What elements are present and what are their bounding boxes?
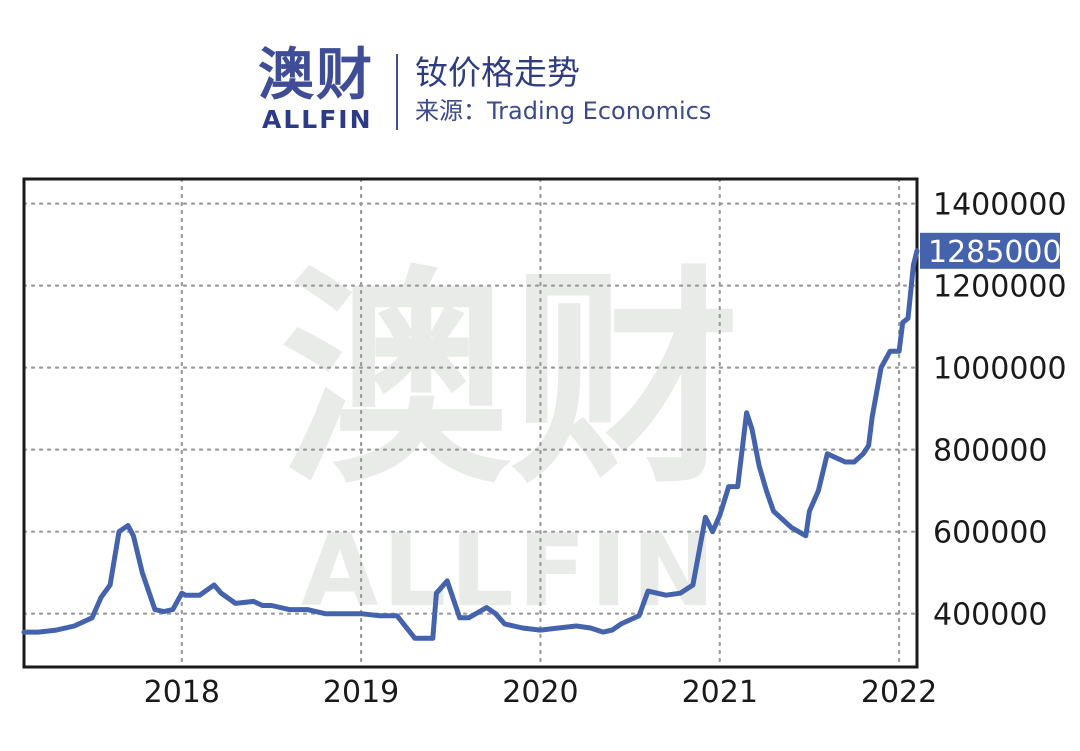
last-value-badge: 1285000 <box>920 232 1062 270</box>
last-value-label: 1285000 <box>928 235 1062 270</box>
y-axis-ticks: 400000 600000 800000 1000000 1200000 1400000 <box>933 188 1067 633</box>
y-tick-label: 800000 <box>933 434 1048 469</box>
y-tick-label: 1000000 <box>933 352 1067 387</box>
x-tick-label: 2022 <box>861 675 937 710</box>
watermark: 澳财 ALLFIN <box>280 248 740 629</box>
last-value-badge-bg <box>920 232 1060 269</box>
chart-title: 钕价格走势 <box>415 53 580 92</box>
series-layer <box>21 248 920 641</box>
plot-frame <box>22 177 919 669</box>
x-tick-label: 2019 <box>323 675 399 710</box>
brand-logo-en: ALLFIN <box>262 105 373 134</box>
source-note: 来源：Trading Economics <box>415 97 712 125</box>
y-tick-label: 1400000 <box>933 188 1067 223</box>
brand-logo-cn: 澳财 <box>258 43 374 108</box>
x-tick-label: 2020 <box>502 675 578 710</box>
x-axis-ticks: 2018 2019 2020 2021 2022 <box>144 675 938 710</box>
y-tick-label: 1200000 <box>933 270 1067 305</box>
x-tick-label: 2018 <box>144 675 220 710</box>
grid <box>22 177 919 669</box>
y-tick-label: 400000 <box>933 598 1048 633</box>
y-tick-label: 600000 <box>933 516 1048 551</box>
series-line <box>21 248 920 641</box>
header: 澳财 ALLFIN 钕价格走势 来源：Trading Economics <box>0 0 1080 150</box>
watermark-en: ALLFIN <box>301 512 719 629</box>
watermark-cn: 澳财 <box>280 248 740 515</box>
x-tick-label: 2021 <box>682 675 758 710</box>
header-divider <box>396 54 398 130</box>
